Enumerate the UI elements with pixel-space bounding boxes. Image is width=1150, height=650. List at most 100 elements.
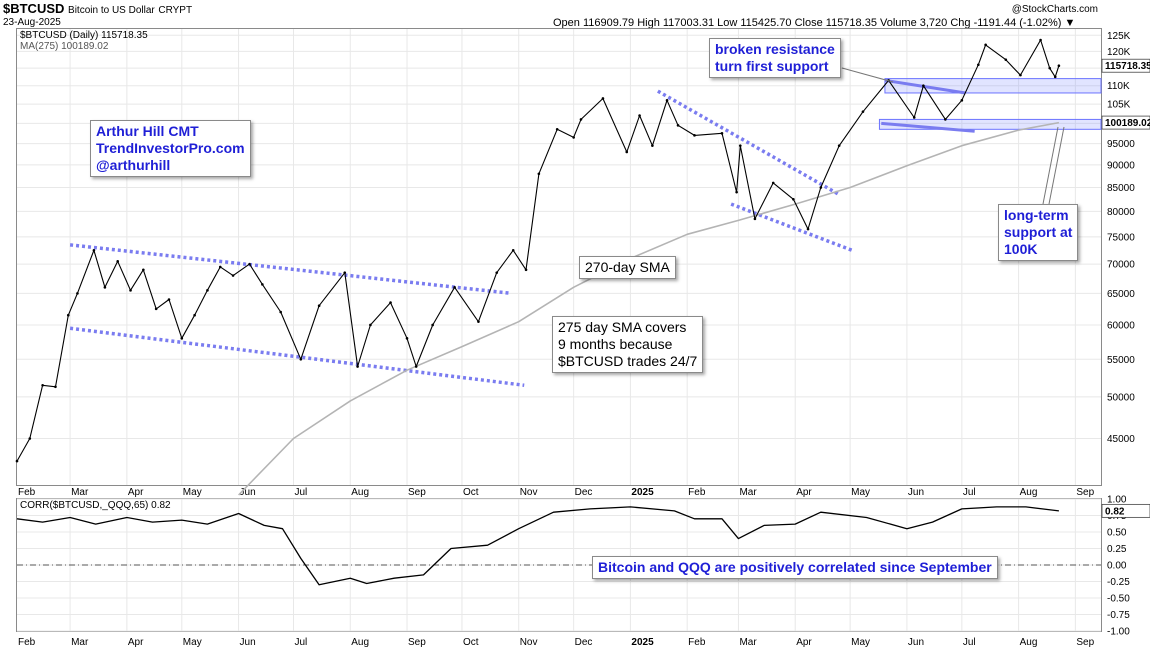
btc-price-point [638, 114, 641, 117]
btc-price-point [572, 136, 575, 139]
price-x-tick: Mar [739, 487, 757, 498]
btc-price-point [129, 289, 132, 292]
btc-price-point [180, 337, 184, 340]
price-x-tick: Sep [1076, 487, 1094, 498]
price-y-tick: 65000 [1107, 289, 1135, 300]
price-x-tick: Oct [463, 487, 479, 498]
corr-legend-label: CORR($BTCUSD,_QQQ,65) 0.82 [20, 500, 171, 511]
price-y-tick: 75000 [1107, 232, 1135, 243]
btc-price-point [537, 172, 541, 176]
corr-x-tick: Jul [294, 637, 307, 648]
btc-price-point [720, 132, 724, 135]
price-y-tick: 85000 [1107, 183, 1135, 194]
btc-price-point [405, 337, 409, 340]
corr-y-tick: 1.00 [1107, 495, 1127, 506]
btc-price-point [248, 262, 251, 266]
price-y-tick: 45000 [1107, 434, 1135, 445]
btc-price-point [984, 43, 987, 47]
corr-x-tick: Jun [240, 637, 256, 648]
price-x-tick: May [183, 487, 202, 498]
btc-price-point [771, 181, 775, 185]
btc-price-point [555, 128, 559, 131]
btc-price-point [495, 271, 499, 274]
ohlc-readout: Open 116909.79 High 117003.31 Low 115425… [553, 17, 1076, 29]
btc-price-point [343, 271, 347, 274]
price-x-tick: Jun [240, 487, 256, 498]
price-x-tick: 2025 [631, 487, 654, 498]
price-y-tick: 125K [1107, 31, 1131, 42]
corr-y-tick: -0.25 [1107, 577, 1130, 588]
price-x-tick: Dec [575, 487, 593, 498]
longterm-callout-line-1 [1042, 126, 1059, 205]
symbol-description: Bitcoin to US Dollar [68, 5, 155, 16]
corr-x-tick: Jul [963, 637, 976, 648]
btc-price-point [116, 260, 120, 263]
corr-x-tick: Apr [796, 637, 812, 648]
corr-y-tick: -1.00 [1107, 627, 1130, 638]
btc-price-point [453, 286, 456, 289]
btc-price-point [579, 118, 583, 121]
btc-price-point [861, 110, 865, 113]
sma275-note: 275 day SMA covers 9 months because $BTC… [552, 316, 704, 373]
corr-x-tick: Aug [351, 637, 369, 648]
resistance-callout-line [841, 67, 894, 83]
price-y-tick: 95000 [1107, 139, 1135, 150]
btc-price-point [356, 365, 359, 368]
btc-price-point [676, 124, 680, 127]
price-x-tick: Jul [963, 487, 976, 498]
chart-title: $BTCUSD Bitcoin to US Dollar CRYPT [3, 2, 192, 18]
btc-price-point [665, 99, 669, 102]
price-x-tick: Feb [18, 487, 36, 498]
corr-value-tag: 0.82 [1105, 506, 1125, 517]
corr-x-tick: Mar [739, 637, 757, 648]
price-y-tick: 70000 [1107, 260, 1135, 271]
resistance-note: broken resistance turn first support [709, 38, 841, 78]
btc-price-point [317, 304, 321, 308]
btc-price-point [167, 298, 171, 301]
price-y-tick: 90000 [1107, 160, 1135, 171]
sma270-note: 270-day SMA [579, 256, 676, 279]
btc-price-point [1053, 75, 1057, 79]
price-x-tick: Aug [1020, 487, 1038, 498]
corr-y-tick: 0.50 [1107, 528, 1127, 539]
wedge-upper-line [657, 89, 841, 197]
btc-price-line [16, 39, 1060, 462]
btc-price-point [1048, 66, 1052, 70]
corr-x-tick: Feb [688, 637, 706, 648]
channel-upper-line [69, 243, 512, 296]
channel-lower-line [69, 326, 525, 387]
btc-price-point [792, 197, 795, 201]
btc-price-point [279, 310, 282, 314]
btc-price-point [431, 323, 434, 327]
price-x-tick: Nov [520, 487, 538, 498]
corr-y-tick: 0.00 [1107, 561, 1127, 572]
price-y-tick: 110K [1107, 81, 1130, 92]
price-x-tick: Mar [71, 487, 89, 498]
author-note: Arthur Hill CMT TrendInvestorPro.com @ar… [90, 120, 251, 177]
btc-price-point [103, 286, 107, 289]
price-y-tick: 120K [1107, 47, 1131, 58]
price-legend: $BTCUSD (Daily) 115718.35 [20, 30, 148, 41]
btc-price-point [206, 289, 209, 292]
correlation-note: Bitcoin and QQQ are positively correlate… [592, 556, 998, 579]
resistance-line [884, 78, 966, 95]
support-line [881, 121, 975, 133]
btc-price-point [601, 97, 605, 100]
longterm-support-note: long-term support at 100K [998, 204, 1079, 261]
corr-x-tick: Apr [128, 637, 144, 648]
btc-price-point [92, 248, 96, 252]
btc-price-point [651, 144, 654, 147]
btc-price-point [693, 134, 696, 137]
btc-price-point [193, 313, 196, 317]
ma-legend-label: MA(275) 100189.02 [20, 41, 109, 52]
corr-y-tick: -0.50 [1107, 594, 1130, 605]
ma275-line [238, 121, 1060, 496]
btc-price-point [154, 307, 158, 311]
corr-x-tick: Sep [1076, 637, 1094, 648]
btc-price-point [41, 383, 44, 387]
btc-price-point [142, 268, 145, 272]
btc-price-point [477, 320, 480, 323]
support-zone-100k [878, 118, 1102, 130]
corr-line [16, 506, 1059, 586]
btc-price-point [977, 63, 980, 67]
